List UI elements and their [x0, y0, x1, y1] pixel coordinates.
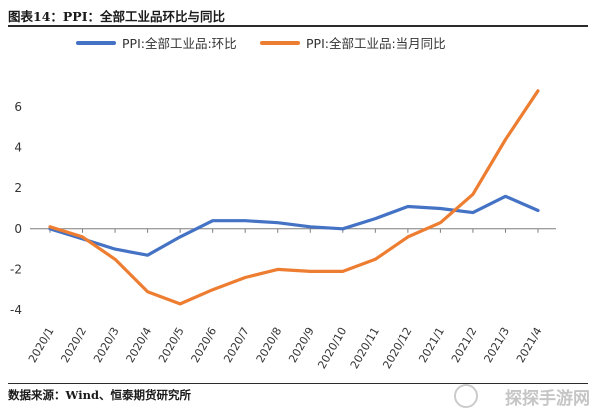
legend-label-1: PPI:全部工业品:环比	[122, 36, 237, 51]
y-tick-label: 4	[14, 141, 22, 155]
y-axis: -4 -2 0 2 4 6	[10, 100, 22, 317]
y-tick-label: 6	[14, 100, 22, 114]
x-tick-label: 2020/1	[26, 325, 57, 365]
chart-legend: PPI:全部工业品:环比 PPI:全部工业品:当月同比	[76, 36, 446, 51]
x-tick-label: 2020/4	[124, 325, 155, 365]
x-tick-label: 2020/12	[380, 325, 414, 371]
y-tick-label: 0	[14, 222, 22, 236]
x-tick-label: 2020/11	[348, 325, 382, 371]
series-line-1	[48, 194, 540, 257]
title-divider	[8, 25, 588, 27]
y-tick-label: 2	[14, 181, 22, 195]
x-tick-label: 2021/4	[514, 325, 545, 365]
ppi-line-chart: PPI:全部工业品:环比 PPI:全部工业品:当月同比 -4 -2 0 2 4 6 2020…	[10, 36, 556, 371]
y-tick-label: -4	[10, 303, 22, 317]
series-lines	[48, 89, 540, 306]
x-tick-label: 2021/2	[449, 325, 480, 365]
x-tick-label: 2021/3	[481, 325, 512, 365]
x-tick-label: 2020/6	[189, 325, 220, 365]
y-tick-label: -2	[10, 262, 22, 276]
x-tick-label: 2020/7	[221, 325, 252, 365]
x-tick-label: 2020/9	[286, 325, 317, 365]
series-line-2	[48, 89, 540, 306]
watermark-logo-icon	[454, 384, 478, 408]
legend-label-2: PPI:全部工业品:当月同比	[306, 36, 446, 51]
figure-title: 图表14：PPI：全部工业品环比与同比	[8, 9, 226, 24]
source-divider	[8, 383, 588, 384]
x-tick-label: 2020/10	[315, 325, 349, 371]
source-note: 数据来源：Wind、恒泰期货研究所	[8, 388, 191, 402]
x-tick-label: 2020/8	[254, 325, 285, 365]
x-tick-label: 2020/2	[59, 325, 90, 365]
x-tick-label: 2020/3	[91, 325, 122, 365]
watermark-text: 探探手游网	[505, 389, 590, 409]
x-axis: 2020/1 2020/2 2020/3 2020/4 2020/5 2020/6 2020…	[26, 228, 556, 371]
x-tick-label: 2020/5	[156, 325, 187, 365]
x-tick-label: 2021/1	[416, 325, 447, 365]
